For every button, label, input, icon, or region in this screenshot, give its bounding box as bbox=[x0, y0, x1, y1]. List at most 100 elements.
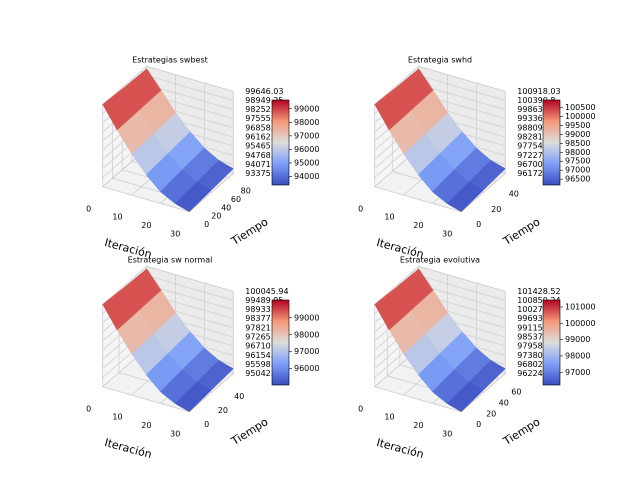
colorbar-tick-label: 97000 bbox=[565, 166, 590, 175]
z-tick-label: 97754.65 bbox=[517, 142, 555, 151]
z-tick-label: 96224 bbox=[517, 369, 542, 378]
z-tick-label: 96162.13 bbox=[245, 133, 283, 142]
colorbar bbox=[542, 299, 561, 386]
z-tick-label: 99646.03 bbox=[245, 87, 283, 96]
colorbar-tick-label: 99000 bbox=[565, 335, 590, 344]
grid-line bbox=[102, 186, 190, 213]
y-tick-label: 40 bbox=[509, 190, 519, 199]
grid-line bbox=[418, 275, 506, 301]
surface-patch bbox=[446, 381, 484, 413]
z-tick-label: 99115.4 bbox=[517, 323, 550, 332]
grid-line bbox=[461, 373, 506, 412]
x-tick-label: 0 bbox=[86, 404, 91, 413]
y-tick-label: 60 bbox=[231, 195, 241, 204]
z-tick-label: 96858.91 bbox=[245, 123, 283, 132]
z-tick-label: 100918.03 bbox=[517, 87, 560, 96]
colorbar-tick-label: 97000 bbox=[565, 368, 590, 377]
z-tick-label: 97227.42 bbox=[517, 151, 555, 160]
subplot-title: Estrategia swhd bbox=[408, 56, 472, 65]
grid-line bbox=[102, 66, 147, 105]
subplot: 010203002040608093375.0194071.7994768.57… bbox=[86, 56, 319, 262]
grid-line bbox=[374, 66, 419, 105]
z-tick-label: 99693.68 bbox=[517, 314, 555, 323]
grid-line bbox=[146, 75, 234, 101]
z-tick-label: 97265.99 bbox=[245, 333, 283, 342]
surface-patch bbox=[374, 286, 412, 331]
colorbar-tick-label: 98000 bbox=[565, 351, 590, 360]
x-tick-label: 10 bbox=[112, 413, 122, 422]
x-tick-label: 30 bbox=[442, 429, 452, 438]
x-tick-label: 30 bbox=[170, 229, 180, 238]
z-tick-label: 98933.96 bbox=[245, 305, 283, 314]
surface-patch bbox=[102, 286, 140, 331]
y-axis-label: Tiempo bbox=[500, 415, 542, 448]
x-tick-label: 0 bbox=[358, 404, 363, 413]
z-tick-label: 98377.97 bbox=[245, 314, 283, 323]
z-tick-label: 96710 bbox=[245, 342, 270, 351]
y-tick-label: 20 bbox=[486, 409, 496, 418]
subplot-title: Estrategia sw normal bbox=[128, 256, 213, 265]
grid-line bbox=[418, 284, 506, 310]
colorbar-tick-label: 99000 bbox=[565, 130, 590, 139]
y-axis-label: Tiempo bbox=[228, 415, 270, 448]
z-tick-label: 98252.47 bbox=[245, 105, 283, 114]
grid-line bbox=[146, 265, 234, 292]
z-tick-label: 97380.56 bbox=[517, 351, 555, 360]
grid-line bbox=[418, 84, 506, 110]
x-tick-label: 30 bbox=[442, 229, 452, 238]
z-tick-label: 96154.01 bbox=[245, 351, 283, 360]
colorbar-tick-label: 100000 bbox=[565, 112, 596, 121]
z-tick-label: 95465.35 bbox=[245, 142, 283, 151]
x-tick-label: 20 bbox=[413, 421, 423, 430]
grid-line bbox=[146, 284, 234, 310]
colorbar-tick-label: 96500 bbox=[565, 175, 590, 184]
grid-line bbox=[374, 186, 462, 213]
colorbar-tick-label: 97500 bbox=[565, 157, 590, 166]
z-tick-label: 99489.95 bbox=[245, 296, 283, 305]
colorbar-tick-label: 101000 bbox=[565, 302, 596, 311]
x-tick-label: 0 bbox=[358, 204, 363, 213]
z-tick-label: 94768.57 bbox=[245, 151, 283, 160]
colorbar-tick-label: 100500 bbox=[565, 103, 596, 112]
colorbar-tick-label: 99000 bbox=[294, 313, 319, 322]
y-tick-label: 0 bbox=[476, 220, 481, 229]
z-tick-label: 93375.01 bbox=[245, 169, 283, 178]
subplot: 0 10 20 30 0 20 40 95042.0395598.0296154.019671… bbox=[86, 256, 319, 462]
z-tick-label: 100271.96 bbox=[517, 305, 560, 314]
grid-line bbox=[418, 265, 506, 292]
z-tick-label: 99863.57 bbox=[517, 105, 555, 114]
subplot: 0 10 20 30 0 20 40 96172.9696700.1997227.429775… bbox=[358, 56, 595, 262]
z-tick-label: 96802.28 bbox=[517, 360, 555, 369]
y-tick-label: 0 bbox=[204, 420, 209, 429]
y-tick-label: 60 bbox=[511, 388, 521, 397]
z-tick-label: 100850.24 bbox=[517, 296, 560, 305]
z-tick-label: 101428.52 bbox=[517, 287, 560, 296]
y-tick-label: 20 bbox=[211, 212, 221, 221]
grid-line bbox=[374, 386, 462, 413]
grid-line bbox=[189, 373, 234, 412]
y-tick-label: 80 bbox=[241, 186, 251, 195]
grid-line bbox=[374, 266, 419, 305]
colorbar-tick-label: 99500 bbox=[565, 121, 590, 130]
colorbar-tick-label: 96000 bbox=[294, 145, 319, 154]
surface-patch bbox=[374, 86, 412, 131]
colorbar bbox=[542, 99, 561, 186]
grid-line bbox=[102, 266, 147, 305]
y-axis-label: Tiempo bbox=[228, 215, 270, 248]
colorbar-tick-label: 100000 bbox=[565, 319, 596, 328]
colorbar-tick-label: 98500 bbox=[565, 139, 590, 148]
z-tick-label: 94071.79 bbox=[245, 160, 283, 169]
colorbar-tick-label: 98000 bbox=[565, 148, 590, 157]
subplot: 010203002040609622496802.2897380.5697958… bbox=[358, 256, 595, 462]
z-tick-label: 97958.84 bbox=[517, 342, 555, 351]
z-tick-label: 97821.98 bbox=[245, 323, 283, 332]
z-tick-label: 100390.8 bbox=[517, 96, 555, 105]
colorbar bbox=[271, 299, 290, 386]
colorbar-tick-label: 98000 bbox=[294, 330, 319, 339]
y-tick-label: 40 bbox=[221, 203, 231, 212]
z-tick-label: 96700.19 bbox=[517, 160, 555, 169]
z-tick-label: 99336.34 bbox=[517, 114, 555, 123]
colorbar-tick-label: 94000 bbox=[294, 172, 319, 181]
x-tick-label: 10 bbox=[384, 413, 394, 422]
